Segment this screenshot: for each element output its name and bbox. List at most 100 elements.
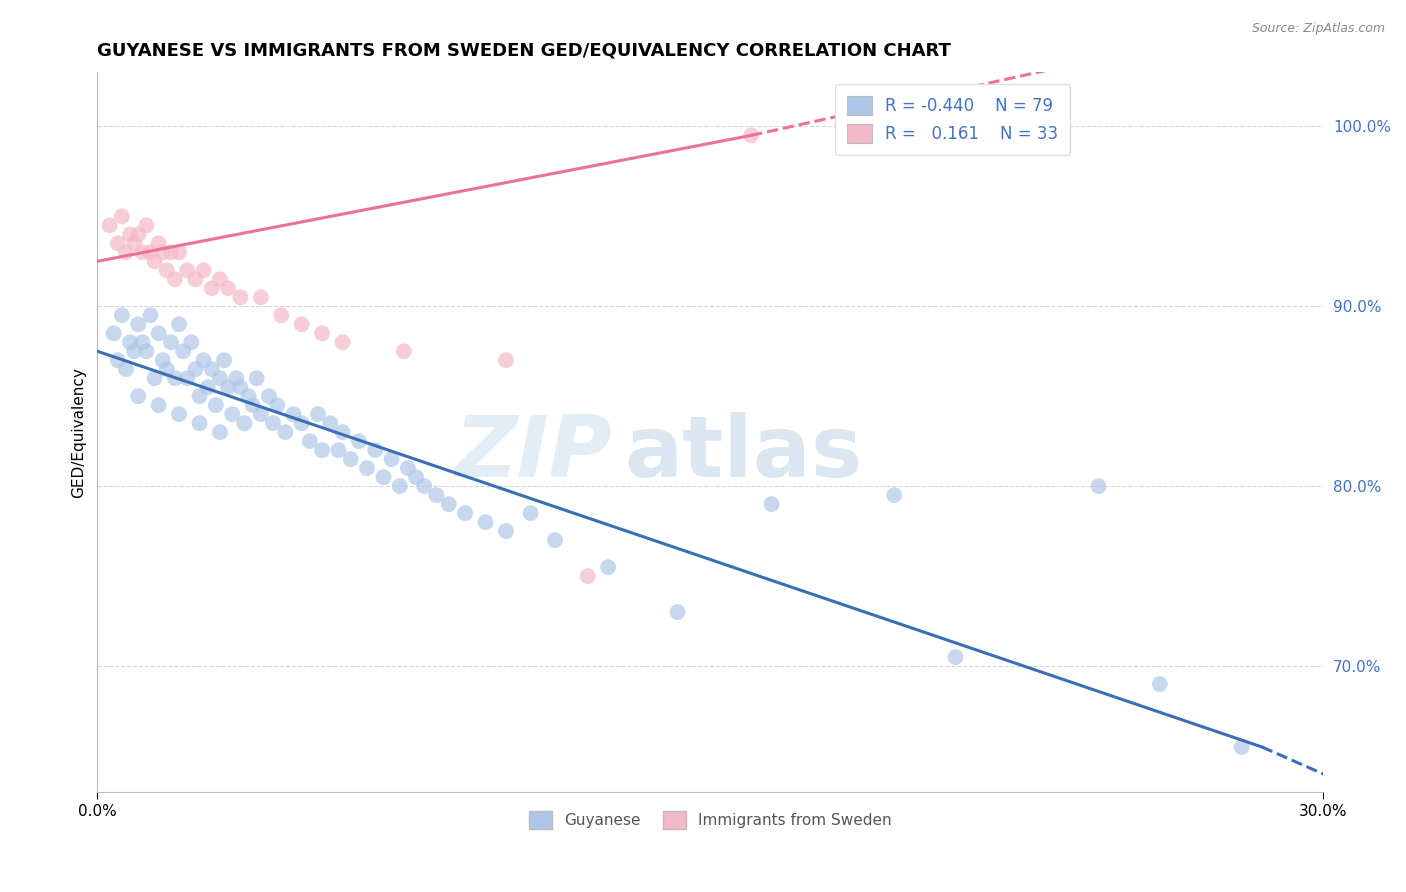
Point <box>184 272 207 286</box>
Point <box>883 488 905 502</box>
Point <box>98 219 121 233</box>
Point <box>761 497 783 511</box>
Point <box>107 236 129 251</box>
Point <box>425 488 447 502</box>
Point <box>111 308 134 322</box>
Point <box>167 245 190 260</box>
Text: Source: ZipAtlas.com: Source: ZipAtlas.com <box>1251 22 1385 36</box>
Text: GUYANESE VS IMMIGRANTS FROM SWEDEN GED/EQUIVALENCY CORRELATION CHART: GUYANESE VS IMMIGRANTS FROM SWEDEN GED/E… <box>97 42 952 60</box>
Point <box>454 506 477 520</box>
Point <box>225 371 247 385</box>
Point <box>246 371 269 385</box>
Point <box>319 416 342 430</box>
Point <box>208 272 231 286</box>
Y-axis label: GED/Equivalency: GED/Equivalency <box>72 367 86 498</box>
Point <box>148 236 170 251</box>
Point <box>176 263 198 277</box>
Point <box>249 407 271 421</box>
Point <box>373 470 395 484</box>
Point <box>122 236 145 251</box>
Point <box>495 353 517 368</box>
Point <box>152 245 174 260</box>
Point <box>474 515 496 529</box>
Point <box>495 524 517 538</box>
Point <box>221 407 243 421</box>
Point <box>229 380 252 394</box>
Point <box>364 443 387 458</box>
Point <box>131 245 153 260</box>
Point <box>148 326 170 341</box>
Point <box>217 281 239 295</box>
Point <box>212 353 235 368</box>
Point <box>148 398 170 412</box>
Point <box>131 335 153 350</box>
Point <box>115 362 138 376</box>
Point <box>143 371 166 385</box>
Point <box>576 569 599 583</box>
Point <box>118 335 141 350</box>
Point <box>274 425 297 440</box>
Point <box>233 416 256 430</box>
Point <box>118 227 141 242</box>
Point <box>740 128 762 143</box>
Point <box>103 326 125 341</box>
Point <box>388 479 411 493</box>
Point <box>381 452 404 467</box>
Point <box>127 389 149 403</box>
Point <box>311 443 333 458</box>
Point <box>127 318 149 332</box>
Point <box>160 335 183 350</box>
Point <box>208 371 231 385</box>
Point <box>122 344 145 359</box>
Point <box>332 425 354 440</box>
Point <box>163 371 186 385</box>
Point <box>262 416 284 430</box>
Point <box>307 407 329 421</box>
Point <box>172 344 194 359</box>
Point <box>111 210 134 224</box>
Point <box>197 380 219 394</box>
Point <box>266 398 288 412</box>
Point <box>229 290 252 304</box>
Point <box>127 227 149 242</box>
Point <box>598 560 620 574</box>
Point <box>193 353 215 368</box>
Point <box>283 407 305 421</box>
Point <box>115 245 138 260</box>
Point <box>180 335 202 350</box>
Point <box>139 245 162 260</box>
Point <box>437 497 460 511</box>
Point <box>311 326 333 341</box>
Point <box>160 245 183 260</box>
Point <box>328 443 350 458</box>
Point <box>205 398 228 412</box>
Text: atlas: atlas <box>624 412 863 495</box>
Point <box>107 353 129 368</box>
Point <box>257 389 280 403</box>
Point <box>201 281 224 295</box>
Point <box>152 353 174 368</box>
Point <box>242 398 264 412</box>
Point <box>184 362 207 376</box>
Point <box>188 416 211 430</box>
Point <box>238 389 260 403</box>
Point <box>413 479 436 493</box>
Point <box>396 461 419 475</box>
Point <box>208 425 231 440</box>
Point <box>270 308 292 322</box>
Point <box>291 416 314 430</box>
Point <box>193 263 215 277</box>
Point <box>135 219 157 233</box>
Point <box>139 308 162 322</box>
Point <box>167 407 190 421</box>
Point <box>217 380 239 394</box>
Point <box>249 290 271 304</box>
Point <box>163 272 186 286</box>
Point <box>135 344 157 359</box>
Point <box>176 371 198 385</box>
Point <box>298 434 321 449</box>
Point <box>544 533 567 548</box>
Point <box>339 452 361 467</box>
Point <box>347 434 370 449</box>
Point <box>201 362 224 376</box>
